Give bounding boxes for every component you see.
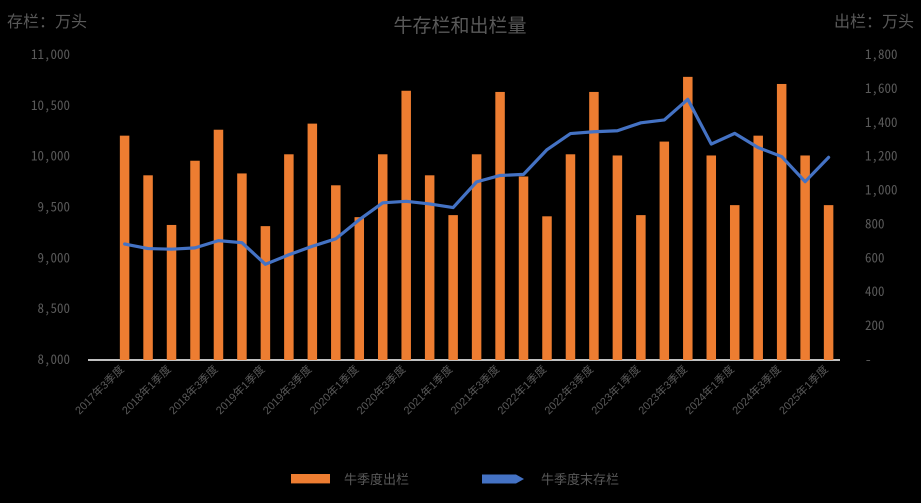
svg-text:1,600: 1,600 [865, 78, 898, 97]
svg-text:2021年3季度: 2021年3季度 [447, 362, 502, 417]
svg-text:8,000: 8,000 [38, 349, 71, 368]
svg-text:2021年1季度: 2021年1季度 [400, 362, 455, 417]
svg-text:2022年1季度: 2022年1季度 [494, 362, 549, 417]
svg-text:2018年1季度: 2018年1季度 [119, 362, 174, 417]
svg-text:2017年3季度: 2017年3季度 [72, 362, 127, 417]
svg-text:600: 600 [865, 247, 885, 266]
svg-text:-: - [865, 349, 872, 368]
svg-text:1,400: 1,400 [865, 112, 898, 131]
svg-text:牛存栏和出栏量: 牛存栏和出栏量 [393, 15, 526, 37]
svg-text:9,500: 9,500 [38, 197, 71, 216]
svg-text:800: 800 [865, 213, 885, 232]
svg-text:牛季度末存栏: 牛季度末存栏 [541, 472, 619, 487]
svg-text:9,000: 9,000 [38, 247, 71, 266]
svg-text:牛季度出栏: 牛季度出栏 [344, 472, 409, 487]
svg-text:1,000: 1,000 [865, 180, 898, 199]
svg-text:2023年3季度: 2023年3季度 [635, 362, 690, 417]
svg-text:2024年1季度: 2024年1季度 [682, 362, 737, 417]
svg-text:2019年3季度: 2019年3季度 [260, 362, 315, 417]
svg-text:2020年1季度: 2020年1季度 [307, 362, 362, 417]
svg-text:2018年3季度: 2018年3季度 [166, 362, 221, 417]
svg-text:1,800: 1,800 [865, 44, 898, 63]
svg-text:400: 400 [865, 281, 885, 300]
svg-text:11,000: 11,000 [31, 44, 70, 63]
svg-text:10,000: 10,000 [31, 146, 70, 165]
svg-text:2019年1季度: 2019年1季度 [213, 362, 268, 417]
svg-text:200: 200 [865, 315, 885, 334]
svg-text:2020年3季度: 2020年3季度 [353, 362, 408, 417]
svg-text:8,500: 8,500 [38, 298, 71, 317]
svg-text:2023年1季度: 2023年1季度 [588, 362, 643, 417]
svg-text:10,500: 10,500 [31, 95, 70, 114]
svg-text:存栏：万头: 存栏：万头 [7, 13, 87, 31]
svg-text:1,200: 1,200 [865, 146, 898, 165]
svg-text:出栏：万头: 出栏：万头 [834, 13, 914, 31]
svg-text:2025年1季度: 2025年1季度 [776, 362, 831, 417]
svg-text:2022年3季度: 2022年3季度 [541, 362, 596, 417]
svg-text:2024年3季度: 2024年3季度 [729, 362, 784, 417]
